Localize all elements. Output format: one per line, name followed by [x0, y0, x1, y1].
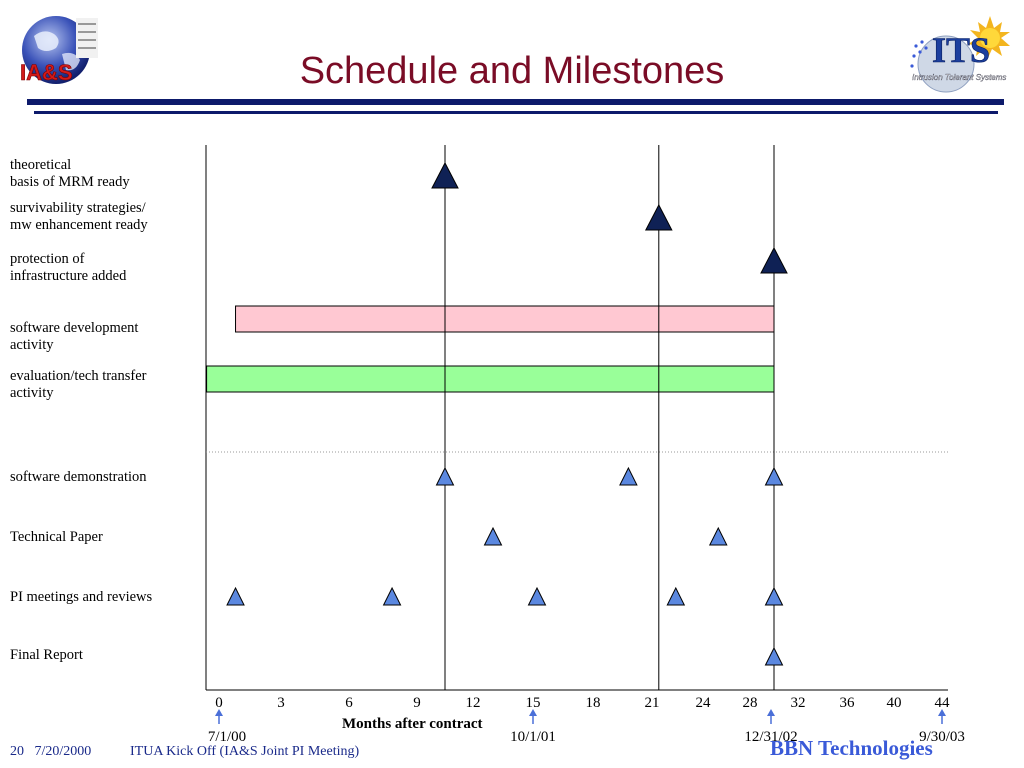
- x-tick-label: 18: [586, 695, 601, 711]
- header-rule-thick: [27, 99, 1004, 105]
- event-marker-3-1: [226, 586, 245, 606]
- reference-date-label: 10/1/01: [510, 729, 556, 745]
- row-label-pi-meetings: PI meetings and reviews: [10, 589, 153, 605]
- row-label-infrastructure: protection of infrastructure added: [10, 251, 127, 284]
- slide-number: 20: [10, 744, 24, 759]
- company-name: BBN Technologies: [770, 736, 933, 760]
- row-label-software-demonstration: software demonstration: [10, 469, 147, 485]
- its-logo-caption: Intrusion Tolerant Systems: [912, 73, 1006, 82]
- header-rule-thin: [34, 111, 998, 114]
- event-marker-3-4: [666, 586, 686, 606]
- x-tick-label: 3: [277, 695, 285, 711]
- x-tick-label: 44: [935, 695, 951, 711]
- activity-bar-1: [235, 305, 775, 333]
- x-tick-label: 12: [466, 695, 481, 711]
- x-tick-label: 40: [887, 695, 902, 711]
- row-label-software-development: software development activity: [10, 320, 139, 353]
- footer-date: 7/20/2000: [34, 744, 92, 759]
- date-arrow-head: [215, 709, 223, 716]
- x-tick-label: 32: [791, 695, 806, 711]
- event-marker-2-2: [708, 526, 728, 546]
- event-marker-1-2: [619, 466, 638, 486]
- x-tick-label: 28: [743, 695, 758, 711]
- x-tick-label: 21: [645, 695, 660, 711]
- event-marker-1-3: [764, 466, 784, 486]
- its-logo-text: ITS: [932, 30, 990, 70]
- page-title: Schedule and Milestones: [299, 50, 725, 92]
- footer-event: ITUA Kick Off (IA&S Joint PI Meeting): [130, 744, 360, 759]
- date-arrow-head: [938, 709, 946, 716]
- x-tick-label: 15: [526, 695, 541, 711]
- footer-slide-info: 20 7/20/2000: [10, 744, 91, 760]
- major-milestone-3: [760, 246, 788, 274]
- row-label-final-report: Final Report: [10, 647, 83, 663]
- event-marker-3-2: [382, 586, 402, 606]
- row-label-technical-paper: Technical Paper: [10, 529, 103, 545]
- date-arrow-head: [529, 709, 537, 716]
- x-tick-label: 6: [345, 695, 353, 711]
- date-arrow-head: [767, 709, 775, 716]
- x-tick-label: 0: [215, 695, 223, 711]
- event-marker-3-5: [764, 586, 784, 606]
- event-marker-4-1: [764, 646, 784, 666]
- row-label-mrm-basis: theoretical basis of MRM ready: [10, 157, 130, 190]
- row-label-survivability: survivability strategies/ mw enhancement…: [10, 200, 148, 233]
- row-label-evaluation: evaluation/tech transfer activity: [10, 368, 147, 401]
- x-tick-label: 9: [413, 695, 421, 711]
- reference-date-label: 9/30/03: [919, 729, 965, 745]
- its-logo: ITS Intrusion Tolerant Systems: [910, 16, 1010, 93]
- major-milestone-1: [431, 161, 459, 189]
- ias-logo: IA&S: [20, 16, 98, 85]
- x-axis-title: Months after contract: [342, 716, 483, 732]
- ias-logo-text: IA&S: [20, 60, 73, 85]
- event-marker-3-3: [527, 586, 547, 606]
- event-marker-2-1: [483, 526, 503, 546]
- reference-date-label: 12/31/02: [744, 729, 797, 745]
- reference-date-label: 7/1/00: [208, 729, 246, 745]
- x-tick-label: 36: [840, 695, 856, 711]
- activity-bar-2: [206, 365, 775, 393]
- major-milestone-2: [644, 203, 673, 231]
- x-tick-label: 24: [696, 695, 712, 711]
- event-marker-1-1: [435, 466, 455, 486]
